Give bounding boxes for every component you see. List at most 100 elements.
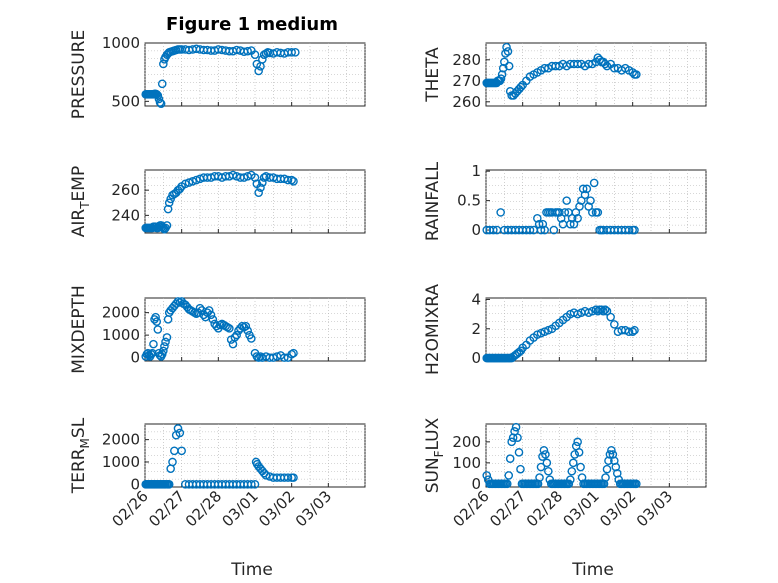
data-point [570,450,580,459]
data-point [630,225,639,235]
data-point [232,330,241,340]
data-point [152,317,162,326]
data-point [497,70,507,79]
x-tick-label: 03/03 [633,487,676,530]
y-tick-label: 500 [111,92,140,110]
ylabel-4: RAINFALL [423,161,443,241]
data-point [201,312,210,322]
data-point [541,450,550,459]
data-point [610,320,619,329]
data-point [573,437,582,447]
data-point [162,221,172,230]
ylabel-2: THETA [423,47,443,103]
data-point [208,315,218,324]
y-tick-label: 270 [452,72,481,90]
data-point [228,170,238,180]
data-point [597,305,606,315]
y-tick-label: 240 [111,206,140,224]
y-tick-label: 0 [471,349,481,367]
data-point [250,480,260,489]
data-point [243,46,252,56]
data-point [549,225,559,235]
data-point [577,196,586,205]
data-point [516,464,525,474]
data-point [624,225,634,235]
ylabel-1: PRESSURE [69,30,89,119]
data-point [567,213,577,223]
y-tick-label: 4 [471,290,481,308]
data-point [556,213,566,223]
ylabel-7: TERRMSL [69,417,92,494]
data-point [525,225,535,235]
y-tick-label: 1000 [102,34,140,52]
data-point [256,183,265,192]
data-point [254,188,263,197]
data-point [578,184,588,194]
data-point [589,178,599,188]
data-point [566,219,575,229]
data-point [507,437,516,447]
data-point [632,479,641,489]
y-tick-label: 0 [471,475,481,493]
series-markers [141,170,298,234]
data-point [163,204,173,214]
data-point [602,306,612,316]
data-point [630,325,639,335]
y-tick-label: 2000 [102,431,140,449]
x-tick-label: 03/03 [292,487,335,530]
data-point [155,98,165,107]
data-point [544,466,553,476]
data-point [569,219,579,229]
data-point [540,225,549,235]
data-point [175,428,185,438]
data-point [593,208,603,217]
data-point [624,327,634,336]
y-tick-label: 260 [111,181,140,199]
data-point [247,334,256,343]
data-point [606,312,615,322]
data-point [542,458,552,468]
data-point [600,305,610,315]
data-point [504,61,514,71]
x-tick-label: 02/27 [486,487,529,530]
data-point [504,471,514,480]
xlabel: Time [571,560,614,580]
x-tick-label: 02/26 [109,487,152,530]
series-markers [482,305,639,363]
data-point [567,466,577,476]
subplot-5: 0 1000 2000 MIXDEPTH [69,285,366,374]
data-point [566,475,575,484]
data-point [168,457,177,467]
x-tick-label: 02/26 [450,487,493,530]
data-point [283,473,293,482]
series-markers [141,424,298,489]
ylabel-8: SUNFLUX [423,417,446,493]
data-point [164,198,174,208]
data-point [160,342,169,351]
data-point [177,446,186,456]
x-tick-label: 03/01 [560,487,603,530]
data-point [562,196,571,205]
y-tick-label: 0 [130,349,140,367]
data-point [628,327,637,336]
y-tick-label: 2 [471,320,481,338]
y-tick-label: 100 [452,454,481,472]
data-point [149,339,158,349]
data-point [605,450,615,459]
data-point [576,462,585,472]
data-point [259,173,269,182]
data-point [153,325,163,334]
y-tick-label: 2000 [102,304,140,322]
data-point [289,177,298,186]
ylabel-3: AIRTEMP [69,166,92,237]
data-point [173,424,183,433]
data-point [536,462,546,472]
data-point [538,219,548,229]
data-point [164,480,174,489]
data-point [602,464,612,474]
data-point [632,70,641,79]
data-point [599,306,608,316]
data-point [555,208,564,217]
data-point [502,479,512,489]
data-point [588,208,597,217]
